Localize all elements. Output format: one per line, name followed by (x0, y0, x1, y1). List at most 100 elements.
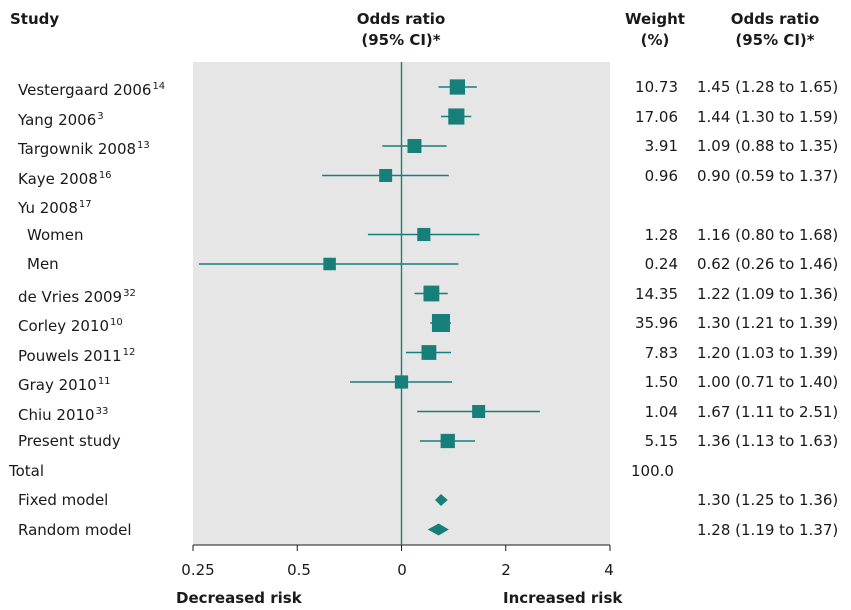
study-label: Gray 201011 (18, 373, 111, 394)
study-label: Kaye 200816 (18, 167, 112, 188)
point-estimate-marker (423, 285, 440, 302)
weight-header: Weight (%) (610, 9, 700, 51)
study-label: Chiu 201033 (18, 403, 108, 424)
odds-ratio-text: 0.62 (0.26 to 1.46) (697, 255, 839, 273)
or-text-header-line2: (95% CI)* (735, 31, 815, 49)
study-label: Corley 201010 (18, 314, 123, 335)
weight-value: 10.73 (635, 78, 678, 96)
reference-superscript: 33 (95, 405, 109, 417)
study-name: Corley 2010 (18, 317, 110, 335)
study-label: Random model (18, 521, 132, 539)
point-estimate-marker (421, 345, 437, 360)
odds-ratio-text: 1.00 (0.71 to 1.40) (697, 373, 839, 391)
study-header: Study (10, 10, 60, 28)
odds-ratio-text: 1.44 (1.30 to 1.59) (697, 107, 839, 126)
reference-superscript: 11 (97, 376, 111, 387)
study-name: Random model (18, 520, 132, 539)
weight-value: 7.83 (644, 343, 678, 362)
weight-value: 1.28 (644, 225, 678, 244)
odds-ratio-text: 1.67 (1.11 to 2.51) (697, 402, 839, 421)
study-label: Vestergaard 200614 (18, 78, 165, 99)
x-tick-label: 0 (397, 561, 407, 579)
odds-ratio-header-line2: (95% CI)* (361, 31, 441, 49)
point-estimate-marker (407, 139, 422, 153)
reference-superscript: 16 (98, 169, 112, 181)
point-estimate-marker (472, 404, 486, 419)
study-label: Targownik 200813 (18, 137, 150, 158)
study-label: Women (27, 226, 83, 244)
odds-ratio-text: 1.16 (0.80 to 1.68) (697, 225, 839, 244)
odds-ratio-text: 1.30 (1.21 to 1.39) (697, 314, 839, 332)
study-name: de Vries 2009 (18, 287, 123, 306)
study-label: Pouwels 201112 (18, 344, 135, 365)
weight-header-line1: Weight (625, 10, 685, 28)
x-tick-label: 0.25 (181, 561, 215, 579)
weight-value: 5.15 (644, 432, 678, 450)
study-name: Total (9, 461, 45, 480)
odds-ratio-text: 1.22 (1.09 to 1.36) (697, 284, 839, 303)
study-name: Yu 2008 (18, 199, 78, 217)
study-label: Men (27, 255, 59, 273)
study-name: Present study (18, 432, 121, 450)
pooled-estimate-diamond (427, 523, 449, 536)
odds-ratio-text: 0.90 (0.59 to 1.37) (697, 166, 839, 185)
reference-superscript: 17 (78, 199, 92, 210)
weight-value: 17.06 (635, 107, 678, 126)
point-estimate-marker (379, 169, 393, 182)
point-estimate-marker (394, 375, 409, 389)
weight-value: 14.35 (635, 284, 678, 303)
study-label: Fixed model (18, 491, 108, 509)
odds-ratio-text: 1.20 (1.03 to 1.39) (697, 343, 839, 362)
reference-superscript: 13 (137, 140, 150, 151)
weight-value: 100.0 (631, 461, 674, 480)
study-name: Fixed model (18, 491, 109, 509)
weight-value: 1.50 (644, 373, 678, 391)
odds-ratio-header: Odds ratio (95% CI)* (330, 9, 472, 51)
point-estimate-marker (448, 108, 465, 125)
or-text-header: Odds ratio (95% CI)* (700, 9, 850, 51)
odds-ratio-text: 1.09 (0.88 to 1.35) (697, 137, 839, 155)
odds-ratio-text: 1.30 (1.25 to 1.36) (697, 491, 839, 509)
reference-superscript: 3 (97, 110, 104, 122)
study-label: Total (9, 462, 44, 480)
odds-ratio-header-line1: Odds ratio (356, 10, 446, 28)
odds-ratio-text: 1.28 (1.19 to 1.37) (697, 520, 839, 539)
study-name: Men (27, 255, 59, 273)
study-name: Vestergaard 2006 (18, 81, 152, 99)
weight-value: 35.96 (635, 314, 678, 332)
reference-superscript: 10 (110, 317, 123, 328)
study-label: Yang 20063 (18, 108, 104, 129)
weight-value: 3.91 (644, 137, 678, 155)
point-estimate-marker (440, 433, 455, 449)
decreased-risk-label: Decreased risk (176, 589, 302, 607)
x-tick-label: 4 (604, 561, 614, 579)
increased-risk-label: Increased risk (503, 589, 623, 607)
weight-value: 1.04 (644, 402, 678, 421)
study-name: Kaye 2008 (18, 169, 98, 188)
point-estimate-marker (449, 79, 466, 95)
study-label: Yu 200817 (18, 196, 92, 217)
weight-value: 0.24 (644, 255, 678, 273)
reference-superscript: 14 (152, 81, 166, 92)
study-name: Targownik 2008 (18, 140, 137, 158)
x-tick-label: 0.5 (287, 561, 311, 579)
x-tick-label: 2 (501, 561, 511, 579)
study-label: de Vries 200932 (18, 285, 136, 306)
reference-superscript: 32 (123, 287, 136, 299)
study-name: Women (27, 225, 84, 244)
study-name: Pouwels 2011 (18, 346, 122, 365)
weight-value: 0.96 (644, 166, 678, 185)
pooled-estimate-diamond (435, 494, 448, 506)
or-text-header-line1: Odds ratio (730, 10, 820, 28)
study-name: Gray 2010 (18, 376, 97, 394)
point-estimate-marker (431, 314, 450, 332)
study-name: Chiu 2010 (18, 405, 95, 424)
odds-ratio-text: 1.36 (1.13 to 1.63) (697, 432, 839, 450)
point-estimate-marker (323, 257, 336, 271)
reference-superscript: 12 (122, 346, 136, 358)
odds-ratio-text: 1.45 (1.28 to 1.65) (697, 78, 839, 96)
point-estimate-marker (417, 227, 431, 242)
study-name: Yang 2006 (18, 110, 97, 129)
weight-header-line2: (%) (640, 31, 670, 49)
